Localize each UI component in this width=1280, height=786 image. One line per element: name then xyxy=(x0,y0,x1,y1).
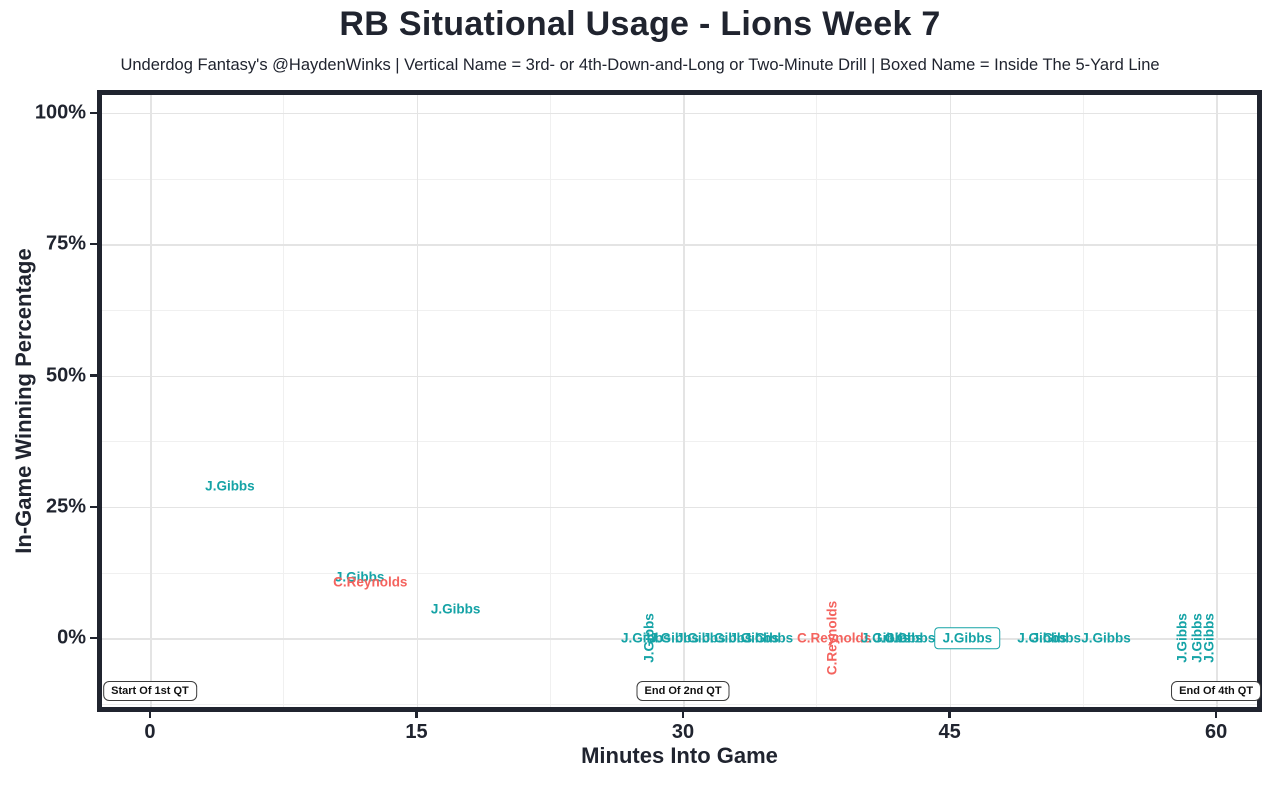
gridline-y-major xyxy=(102,638,1257,640)
point-label: C.Reynolds xyxy=(796,630,872,646)
gridline-x-major xyxy=(149,95,152,707)
gridline-x-minor xyxy=(816,95,818,707)
chart-subtitle: Underdog Fantasy's @HaydenWinks | Vertic… xyxy=(120,56,1160,74)
y-tick-mark xyxy=(90,374,97,377)
gridline-y-minor xyxy=(102,309,1257,311)
x-tick-label: 30 xyxy=(671,721,695,743)
x-tick-mark xyxy=(948,712,951,718)
y-tick-label: 50% xyxy=(45,364,86,387)
point-label: J.Gibbs xyxy=(1017,630,1067,646)
chart-title: RB Situational Usage - Lions Week 7 xyxy=(339,5,941,43)
plot-layer: 0 15 30 45 60 0% 25% 50% 75% 100% J.Gibbs J.Gibbs C.… xyxy=(35,95,1262,743)
y-tick-mark xyxy=(90,636,97,640)
x-axis-title: Minutes Into Game xyxy=(581,743,778,768)
point-label: J.Gibbs xyxy=(205,478,255,494)
x-tick-label: 45 xyxy=(938,721,961,743)
gridline-y-minor xyxy=(102,703,1257,705)
point-label: J.Gibbs xyxy=(1081,630,1131,646)
point-label: J.Gibbs xyxy=(873,630,923,646)
y-tick-label: 100% xyxy=(34,101,86,124)
point-label: C.Reynolds xyxy=(824,601,840,676)
gridline-x-minor xyxy=(1082,95,1084,707)
point-label: J.Gibbs xyxy=(934,627,1001,649)
point-label: J.Gibbs xyxy=(620,630,671,646)
x-tick-label: 0 xyxy=(144,721,156,743)
point-label: J.Gibbs xyxy=(430,601,481,617)
y-tick-label: 75% xyxy=(45,232,86,255)
x-tick-label: 60 xyxy=(1205,721,1228,743)
gridline-y-minor xyxy=(102,178,1257,180)
x-tick-label: 15 xyxy=(405,721,428,743)
x-tick-mark xyxy=(681,712,685,718)
point-label: J.Gibbs xyxy=(860,630,911,646)
x-tick-mark xyxy=(415,712,418,718)
point-label: J.Gibbs xyxy=(729,630,779,646)
plot-panel xyxy=(97,90,1262,712)
y-axis-title: In-Game Winning Percentage xyxy=(11,248,36,554)
gridline-y-major xyxy=(102,112,1257,115)
point-label: J.Gibbs xyxy=(649,630,699,646)
y-tick-mark xyxy=(90,111,97,115)
gridline-y-minor xyxy=(102,572,1257,574)
gridline-x-major xyxy=(949,95,952,707)
gridline-x-major xyxy=(1216,95,1218,707)
point-label: J.Gibbs xyxy=(743,630,794,646)
gridline-x-major xyxy=(416,95,419,707)
quarter-annotation: End Of 2nd QT xyxy=(636,681,730,702)
point-label: J.Gibbs xyxy=(334,568,385,584)
gridline-x-major xyxy=(683,95,685,707)
quarter-annotation: End Of 4th QT xyxy=(1171,681,1262,702)
gridline-y-major xyxy=(102,506,1257,509)
gridline-y-major xyxy=(102,244,1257,246)
point-label: J.Gibbs xyxy=(676,630,726,646)
point-label: J.Gibbs xyxy=(1031,630,1081,646)
quarter-annotation: Start Of 1st QT xyxy=(103,681,197,702)
gridline-y-minor xyxy=(102,441,1257,443)
y-tick-mark xyxy=(90,505,97,509)
y-tick-label: 0% xyxy=(57,626,86,649)
point-label: C.Reynolds xyxy=(333,574,408,590)
gridline-x-minor xyxy=(283,95,285,707)
x-tick-mark xyxy=(1214,712,1218,718)
point-label: J.Gibbs xyxy=(702,630,753,646)
x-tick-mark xyxy=(148,712,152,718)
point-label: J.Gibbs xyxy=(1201,613,1217,663)
gridline-y-major xyxy=(102,375,1257,378)
y-tick-label: 25% xyxy=(45,495,86,518)
gridline-x-minor xyxy=(549,95,551,707)
point-label: J.Gibbs xyxy=(1174,613,1190,663)
y-tick-mark xyxy=(90,242,97,246)
point-label: J.Gibbs xyxy=(885,630,936,646)
